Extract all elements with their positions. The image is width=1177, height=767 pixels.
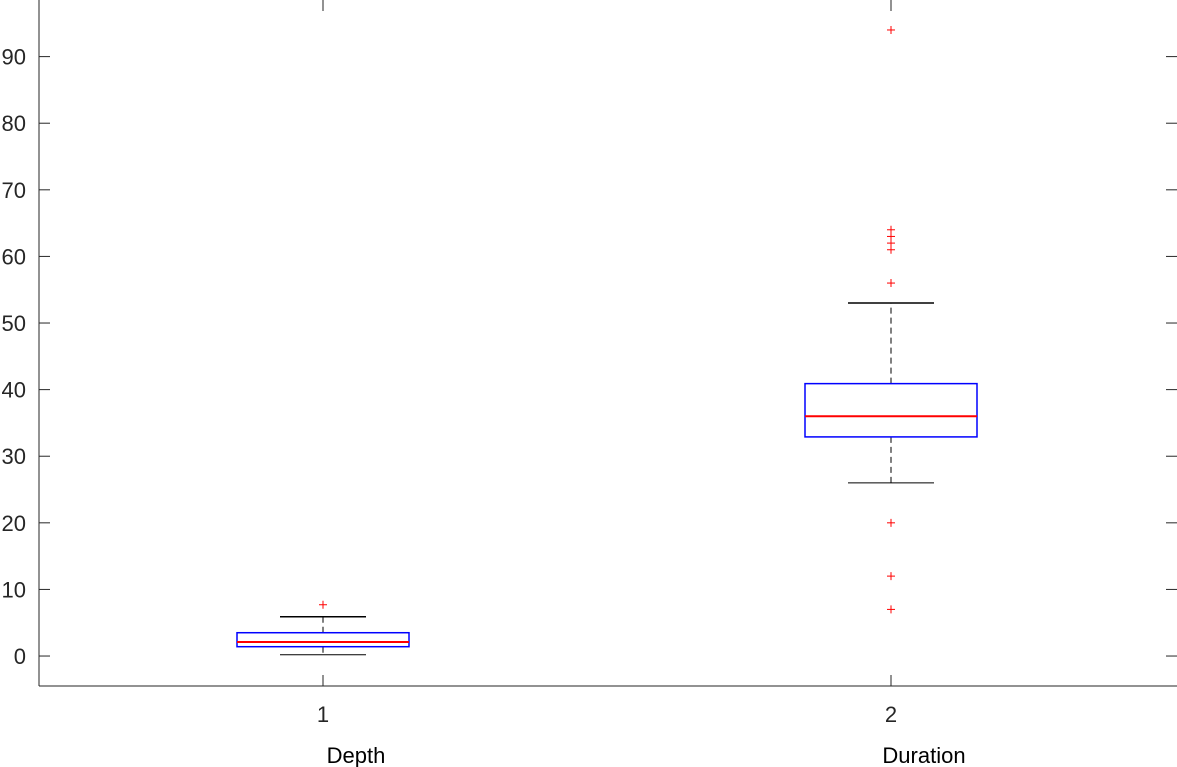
y-tick-label: 30 [2,444,26,469]
iqr-box [236,631,410,648]
x-tick-label: 1 [317,702,329,727]
axes [38,0,1177,687]
boxes [236,25,978,656]
y-tick-label: 10 [2,577,26,602]
outlier-marker [887,518,895,527]
x-tick-label: 2 [885,702,897,727]
group-label: Depth [327,743,386,767]
y-tick-label: 50 [2,311,26,336]
y-tick-label: 40 [2,378,26,403]
y-tick-label: 70 [2,178,26,203]
y-tick-label: 90 [2,45,26,70]
outlier-marker [887,25,895,34]
outlier-marker [887,279,895,288]
group-label: Duration [882,743,965,767]
labels: 0 10 20 30 40 50 60 70 80 90 1 2 Depth Duration [2,45,966,767]
y-tick-label: 80 [2,111,26,136]
outlier-marker [887,572,895,581]
y-tick-label: 60 [2,244,26,269]
y-tick-label: 0 [14,644,26,669]
outlier-marker [319,600,327,609]
outlier-marker [887,245,895,254]
outlier-marker [887,605,895,614]
iqr-box [804,382,978,438]
y-tick-label: 20 [2,511,26,536]
